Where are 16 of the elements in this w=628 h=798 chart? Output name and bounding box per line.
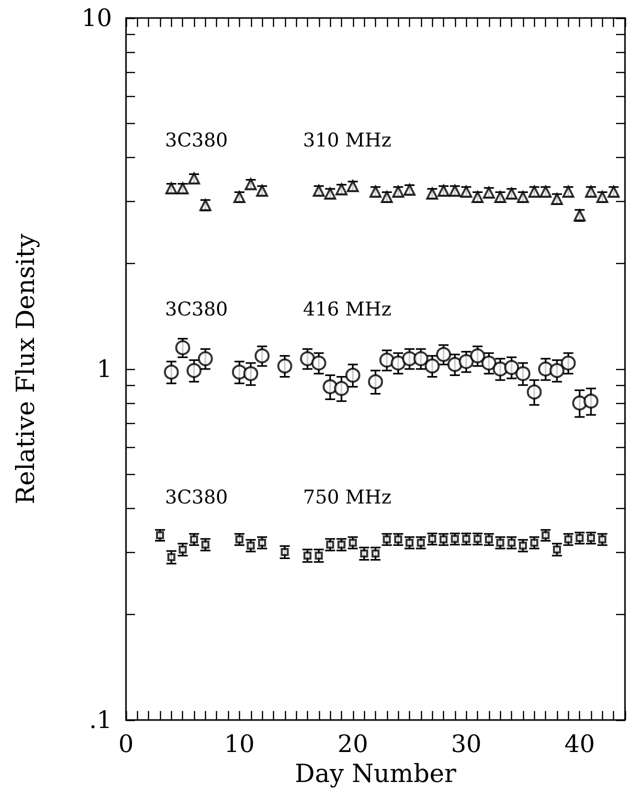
y-tick-label: 1 <box>96 355 112 383</box>
x-tick-label: 40 <box>564 730 595 758</box>
annotation: 750 MHz <box>303 486 392 508</box>
y-tick-label: .1 <box>89 706 112 734</box>
x-axis-title: Day Number <box>294 758 456 788</box>
x-tick-label: 30 <box>450 730 482 758</box>
y-tick-label: 10 <box>81 4 112 32</box>
annotation: 416 MHz <box>303 298 392 321</box>
annotation: 310 MHz <box>303 129 392 152</box>
annotation: 3C380 <box>165 129 228 152</box>
y-axis-title: Relative Flux Density <box>11 232 40 504</box>
x-tick-label: 0 <box>118 730 134 758</box>
annotation: 3C380 <box>165 298 228 321</box>
x-tick-label: 20 <box>338 730 368 758</box>
annotation: 3C380 <box>165 486 228 508</box>
x-tick-label: 10 <box>224 730 255 758</box>
